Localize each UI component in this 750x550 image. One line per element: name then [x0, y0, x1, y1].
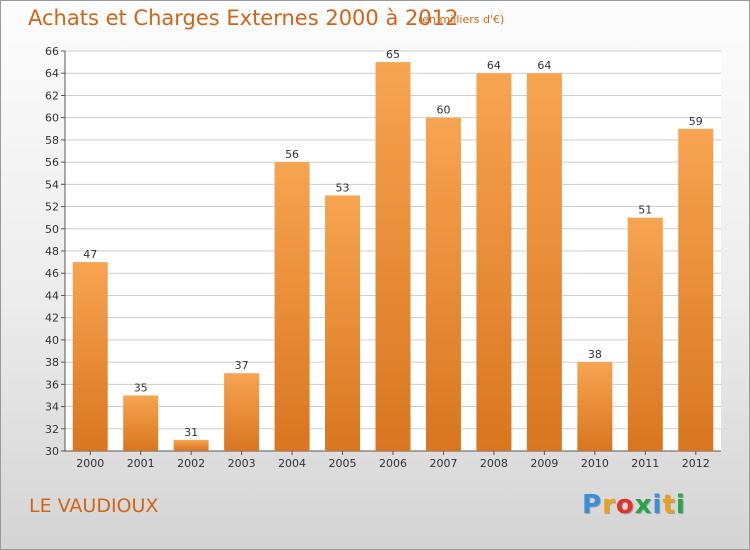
y-tick-label: 34 — [45, 401, 59, 414]
bar-value-label: 59 — [689, 115, 703, 128]
bar-value-label: 31 — [184, 426, 198, 439]
x-tick-label: 2000 — [76, 457, 104, 470]
bar-value-label: 38 — [588, 348, 602, 361]
y-tick-label: 38 — [45, 356, 59, 369]
bar-value-label: 37 — [235, 359, 249, 372]
bar-value-label: 53 — [336, 181, 350, 194]
bar — [173, 439, 209, 451]
y-tick-label: 44 — [45, 289, 59, 302]
chart-title: Achats et Charges Externes 2000 à 2012 — [28, 6, 458, 30]
y-tick-label: 30 — [45, 445, 59, 458]
x-tick-label: 2009 — [530, 457, 558, 470]
chart-title-text: Achats et Charges Externes 2000 à 2012 — [28, 6, 459, 30]
x-tick-label: 2012 — [682, 457, 710, 470]
bar-value-label: 65 — [386, 48, 400, 61]
bar — [577, 362, 613, 451]
y-tick-label: 62 — [45, 89, 59, 102]
y-tick-label: 42 — [45, 312, 59, 325]
bar-value-label: 51 — [638, 204, 652, 217]
bar-value-label: 64 — [487, 59, 501, 72]
y-tick-label: 32 — [45, 423, 59, 436]
bar-value-label: 47 — [83, 248, 97, 261]
y-tick-label: 64 — [45, 67, 59, 80]
commune-name: LE VAUDIOUX — [29, 495, 159, 517]
logo-letter: P — [582, 490, 603, 520]
y-tick-label: 52 — [45, 201, 59, 214]
bar — [325, 195, 361, 451]
x-tick-label: 2002 — [177, 457, 205, 470]
x-tick-label: 2010 — [581, 457, 609, 470]
bar — [678, 128, 714, 451]
bar — [123, 395, 159, 451]
x-tick-label: 2004 — [278, 457, 306, 470]
y-tick-label: 50 — [45, 223, 59, 236]
y-tick-label: 36 — [45, 378, 59, 391]
bar — [526, 73, 562, 451]
logo-letter: i — [675, 490, 686, 520]
y-tick-label: 58 — [45, 134, 59, 147]
logo-letter: t — [662, 490, 676, 520]
x-tick-label: 2001 — [127, 457, 155, 470]
logo-letter: x — [634, 490, 653, 520]
x-tick-label: 2007 — [429, 457, 457, 470]
bar — [274, 162, 310, 451]
bar-value-label: 60 — [436, 104, 450, 117]
y-tick-label: 48 — [45, 245, 59, 258]
logo-letter: o — [615, 490, 635, 520]
bar-value-label: 64 — [537, 59, 551, 72]
y-tick-label: 40 — [45, 334, 59, 347]
bar — [425, 117, 461, 452]
bar-value-label: 35 — [134, 381, 148, 394]
chart-subtitle: (en milliers d'€) — [418, 13, 505, 26]
x-tick-label: 2005 — [329, 457, 357, 470]
x-tick-label: 2003 — [228, 457, 256, 470]
y-tick-label: 56 — [45, 156, 59, 169]
x-tick-label: 2011 — [631, 457, 659, 470]
logo-letter: r — [602, 490, 616, 520]
x-tick-label: 2008 — [480, 457, 508, 470]
y-tick-label: 46 — [45, 267, 59, 280]
bar — [375, 62, 411, 451]
bar — [627, 217, 663, 451]
y-tick-label: 54 — [45, 178, 59, 191]
bar — [476, 73, 512, 451]
y-tick-label: 60 — [45, 112, 59, 125]
logo-letter: i — [652, 490, 663, 520]
proxiti-logo: Proxiti — [582, 490, 686, 520]
bar — [72, 262, 108, 451]
bar — [224, 373, 260, 451]
x-tick-label: 2006 — [379, 457, 407, 470]
y-tick-label: 66 — [45, 45, 59, 58]
bar-value-label: 56 — [285, 148, 299, 161]
